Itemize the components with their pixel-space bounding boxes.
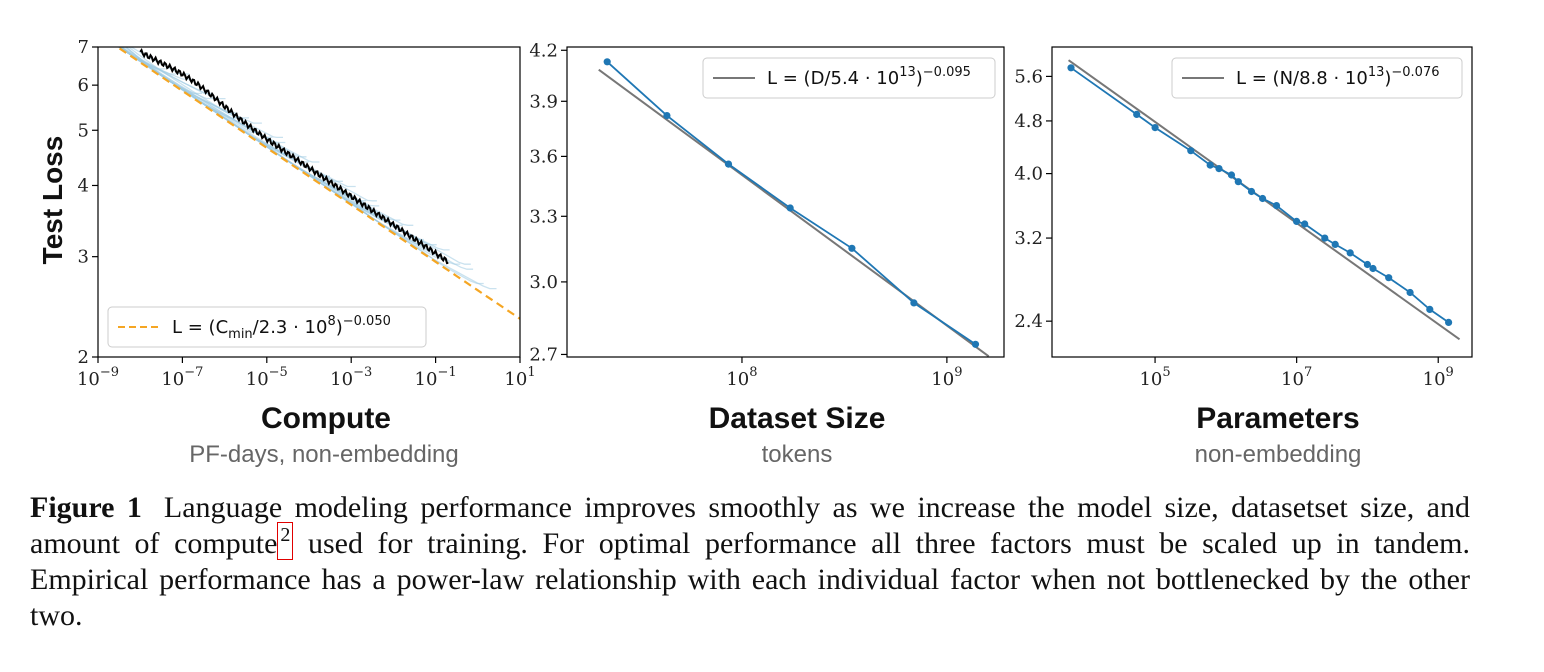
legend-box: [107, 306, 427, 348]
series-line: [1070, 67, 1450, 324]
y-tick-label: 3.9: [529, 91, 558, 112]
plot-frame: [566, 46, 1005, 358]
x-axis-label: Parameters: [1196, 402, 1359, 435]
x-axis-sublabel: PF-days, non-embedding: [189, 441, 458, 468]
y-tick-label: 2.4: [1014, 311, 1043, 332]
x-tick-label: 10−3: [330, 365, 372, 390]
plot-frame: [1051, 46, 1473, 358]
y-tick-label: 3: [78, 247, 89, 268]
legend-box: [702, 57, 996, 99]
x-tick-label: 109: [931, 365, 962, 390]
x-tick-label: 10−1: [415, 365, 457, 390]
data-point: [1406, 288, 1414, 297]
x-tick-label: 109: [1423, 365, 1454, 390]
data-point: [1247, 187, 1256, 196]
x-tick-label: 101: [504, 365, 535, 390]
power-law-fit-line: [115, 47, 520, 320]
y-tick-label: 4: [78, 175, 89, 196]
legend: L = (D/5.4 · 1013)−0.095: [702, 57, 996, 99]
y-tick-label: 5: [78, 120, 89, 141]
data-point: [1234, 178, 1242, 186]
x-tick-label: 10−7: [161, 365, 203, 390]
compute-efficient-frontier: [139, 48, 449, 265]
footnote-link[interactable]: 2: [277, 522, 294, 560]
y-tick-label: 3.0: [529, 272, 558, 293]
y-tick-label: 6: [78, 75, 89, 96]
data-point: [1151, 124, 1159, 132]
data-point: [1346, 249, 1354, 257]
data-point: [971, 340, 980, 348]
training-run-curve: [118, 47, 437, 246]
legend-entry-label: L = (D/5.4 · 1013)−0.095: [767, 65, 971, 89]
panel-parameters: 105 107 109 2.4 3.2 4.0 4.8 5.6 L = (N/8.8 · 101…: [1014, 46, 1473, 468]
data-point: [786, 204, 794, 212]
data-point: [1321, 234, 1329, 242]
training-run-curve: [118, 47, 283, 139]
legend-entry-label: L = (Cmin/2.3 · 108)−0.050: [172, 314, 391, 342]
y-tick-label: 3.3: [529, 206, 558, 227]
caption-text-after: used for training. For optimal performan…: [30, 527, 1470, 632]
y-tick-label: 7: [78, 37, 89, 58]
data-point: [1385, 274, 1393, 282]
y-tick-label: 4.8: [1014, 111, 1043, 132]
training-run-curve: [129, 47, 190, 75]
y-tick-label: 3.6: [529, 146, 558, 167]
data-point: [1187, 147, 1195, 155]
y-tick-label: 5.6: [1014, 66, 1043, 87]
data-point: [1369, 264, 1377, 273]
training-run-curve: [118, 47, 262, 124]
legend-box: [1171, 57, 1463, 99]
data-point: [1227, 171, 1236, 179]
panel-dataset-size: 108 109 2.7 3.0 3.3 3.6 3.9 4.2 L = (D/5.4 · 101…: [529, 40, 1005, 468]
training-run-curve: [118, 47, 215, 100]
data-point: [603, 58, 611, 66]
y-axis-label: Test Loss: [37, 136, 68, 265]
x-tick-label: 107: [1281, 365, 1312, 390]
x-tick-label: 10−9: [77, 365, 119, 390]
data-point: [1067, 64, 1075, 72]
y-tick-label: 4.2: [529, 40, 558, 61]
x-tick-label: 105: [1139, 365, 1170, 390]
data-point: [663, 112, 671, 120]
training-run-curve: [118, 47, 179, 75]
data-point: [1206, 161, 1214, 169]
data-point: [910, 299, 918, 307]
caption-text-before: Language modeling performance improves s…: [30, 491, 1471, 560]
x-tick-label: 10−5: [246, 365, 288, 390]
data-point: [1293, 217, 1301, 225]
x-axis-label: Compute: [261, 402, 391, 435]
data-point: [1363, 260, 1371, 269]
x-tick-label: 108: [726, 365, 757, 390]
data-point: [1272, 202, 1281, 210]
data-point: [1259, 194, 1267, 203]
data-point: [1331, 240, 1339, 248]
series-line: [606, 61, 977, 346]
x-axis-sublabel: tokens: [762, 441, 833, 468]
data-point: [1215, 165, 1223, 173]
data-point: [1426, 305, 1434, 313]
y-tick-label: 3.2: [1014, 228, 1043, 249]
training-run-curve: [127, 47, 237, 114]
figure-plots: Test Loss 10−9 10−7 10−5 10−3 10−1 101 2 3 4 5 6 7 L…: [37, 37, 1473, 468]
data-point: [1301, 220, 1309, 228]
panel-compute: Test Loss 10−9 10−7 10−5 10−3 10−1 101 2 3 4 5 6 7 L…: [37, 37, 536, 468]
data-point: [724, 160, 733, 168]
x-axis-label: Dataset Size: [709, 402, 886, 435]
data-point: [1133, 110, 1141, 118]
y-tick-label: 2.7: [529, 344, 558, 365]
x-axis-sublabel: non-embedding: [1195, 441, 1362, 468]
data-point: [848, 244, 856, 252]
figure-caption: Figure 1 Language modeling performance im…: [30, 490, 1470, 634]
legend-entry-label: L = (N/8.8 · 1013)−0.076: [1236, 65, 1440, 89]
training-run-curve: [118, 47, 249, 119]
legend: L = (N/8.8 · 1013)−0.076: [1171, 57, 1463, 99]
plot-frame: [97, 46, 521, 358]
caption-label: Figure 1: [30, 491, 142, 524]
training-run-curve: [120, 47, 320, 163]
data-point: [1445, 318, 1453, 326]
legend: L = (Cmin/2.3 · 108)−0.050: [107, 306, 427, 348]
y-tick-label: 4.0: [1014, 164, 1043, 185]
y-tick-label: 2: [78, 347, 89, 368]
